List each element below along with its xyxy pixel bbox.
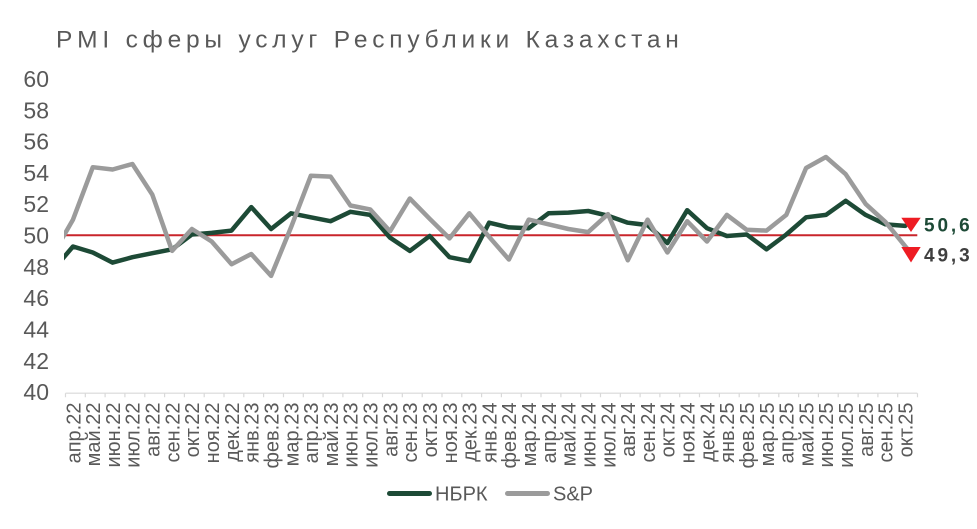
svg-text:ноя.22: ноя.22: [202, 403, 224, 464]
svg-text:НБРК: НБРК: [435, 484, 488, 506]
svg-text:ноя.23: ноя.23: [440, 403, 462, 464]
svg-text:дек.24: дек.24: [697, 403, 719, 462]
svg-text:апр.22: апр.22: [63, 403, 85, 464]
svg-text:мар.23: мар.23: [281, 403, 303, 467]
svg-text:сен.22: сен.22: [162, 403, 184, 463]
svg-text:мар.24: мар.24: [519, 403, 541, 467]
svg-text:окт.25: окт.25: [896, 403, 918, 458]
svg-text:фев.23: фев.23: [261, 403, 283, 469]
svg-text:авг.22: авг.22: [143, 403, 165, 457]
svg-text:48: 48: [23, 254, 49, 280]
svg-text:июл.24: июл.24: [598, 403, 620, 468]
svg-text:60: 60: [23, 66, 49, 92]
svg-text:июл.22: июл.22: [123, 403, 145, 468]
svg-text:июн.22: июн.22: [103, 403, 125, 468]
svg-text:49,3: 49,3: [924, 245, 973, 266]
svg-text:апр.24: апр.24: [539, 403, 561, 464]
svg-text:май.25: май.25: [796, 403, 818, 467]
svg-text:июл.25: июл.25: [836, 403, 858, 468]
svg-text:50: 50: [23, 223, 49, 249]
svg-text:сен.24: сен.24: [638, 403, 660, 463]
svg-text:46: 46: [23, 285, 49, 311]
svg-text:авг.25: авг.25: [856, 403, 878, 457]
svg-text:окт.22: окт.22: [182, 403, 204, 458]
svg-text:авг.24: авг.24: [618, 403, 640, 457]
svg-text:дек.23: дек.23: [460, 402, 482, 461]
svg-text:дек.22: дек.22: [222, 403, 244, 462]
svg-text:фев.24: фев.24: [499, 403, 521, 469]
svg-text:окт.23: окт.23: [420, 403, 442, 458]
svg-text:фев.25: фев.25: [737, 403, 759, 469]
svg-text:авг.23: авг.23: [380, 403, 402, 457]
svg-text:апр.25: апр.25: [777, 403, 799, 464]
svg-text:янв.23: янв.23: [242, 403, 264, 463]
svg-text:сен.25: сен.25: [876, 403, 898, 463]
svg-text:май.22: май.22: [83, 403, 105, 467]
svg-text:янв.25: янв.25: [717, 403, 739, 463]
svg-text:окт.24: окт.24: [658, 403, 680, 458]
svg-text:ноя.24: ноя.24: [678, 403, 700, 464]
svg-text:июл.23: июл.23: [361, 403, 383, 468]
svg-text:S&P: S&P: [553, 484, 593, 506]
svg-text:50,6: 50,6: [924, 216, 973, 237]
svg-text:52: 52: [23, 191, 49, 217]
svg-text:PMI сферы услуг Республики Каз: PMI сферы услуг Республики Казахстан: [56, 27, 684, 54]
svg-text:апр.23: апр.23: [301, 403, 323, 464]
svg-text:май.23: май.23: [321, 403, 343, 467]
svg-text:54: 54: [23, 160, 49, 186]
svg-text:мар.25: мар.25: [757, 403, 779, 467]
svg-text:42: 42: [23, 348, 49, 374]
svg-text:май.24: май.24: [559, 403, 581, 467]
svg-text:июн.25: июн.25: [816, 403, 838, 468]
svg-text:июн.23: июн.23: [341, 403, 363, 468]
svg-text:40: 40: [23, 379, 49, 405]
svg-text:44: 44: [23, 316, 49, 342]
svg-text:июн.24: июн.24: [579, 403, 601, 468]
svg-text:58: 58: [23, 97, 49, 123]
svg-text:сен.23: сен.23: [400, 403, 422, 463]
svg-text:56: 56: [23, 129, 49, 155]
svg-text:янв.24: янв.24: [479, 403, 501, 463]
